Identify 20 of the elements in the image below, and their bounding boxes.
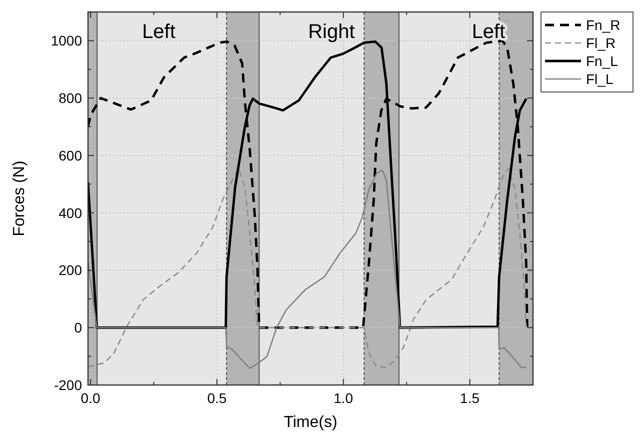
annotation: Left [472, 21, 506, 43]
y-axis-title: Forces (N) [11, 160, 28, 236]
y-tick-label: 1000 [50, 32, 82, 49]
x-tick-label: 1.0 [334, 390, 354, 406]
y-tick-label: 400 [58, 204, 82, 221]
y-tick-label: 800 [58, 90, 82, 106]
y-tick-label: 600 [58, 147, 82, 164]
x-tick-label: 1.5 [460, 390, 480, 406]
y-tick-label: -200 [54, 377, 82, 393]
x-tick-label: 0.0 [80, 390, 100, 406]
y-tick-label: 200 [58, 262, 82, 278]
legend-label: Fl_L [586, 71, 614, 87]
legend-label: Fn_R [586, 17, 620, 33]
annotation: Right [308, 21, 356, 43]
legend-label: Fl_R [586, 35, 616, 51]
legend-label: Fn_L [586, 53, 618, 69]
y-tick-label: 0 [74, 320, 82, 336]
x-axis-title: Time(s) [284, 414, 338, 431]
annotation: Left [142, 21, 176, 43]
x-tick-label: 0.5 [207, 390, 227, 406]
